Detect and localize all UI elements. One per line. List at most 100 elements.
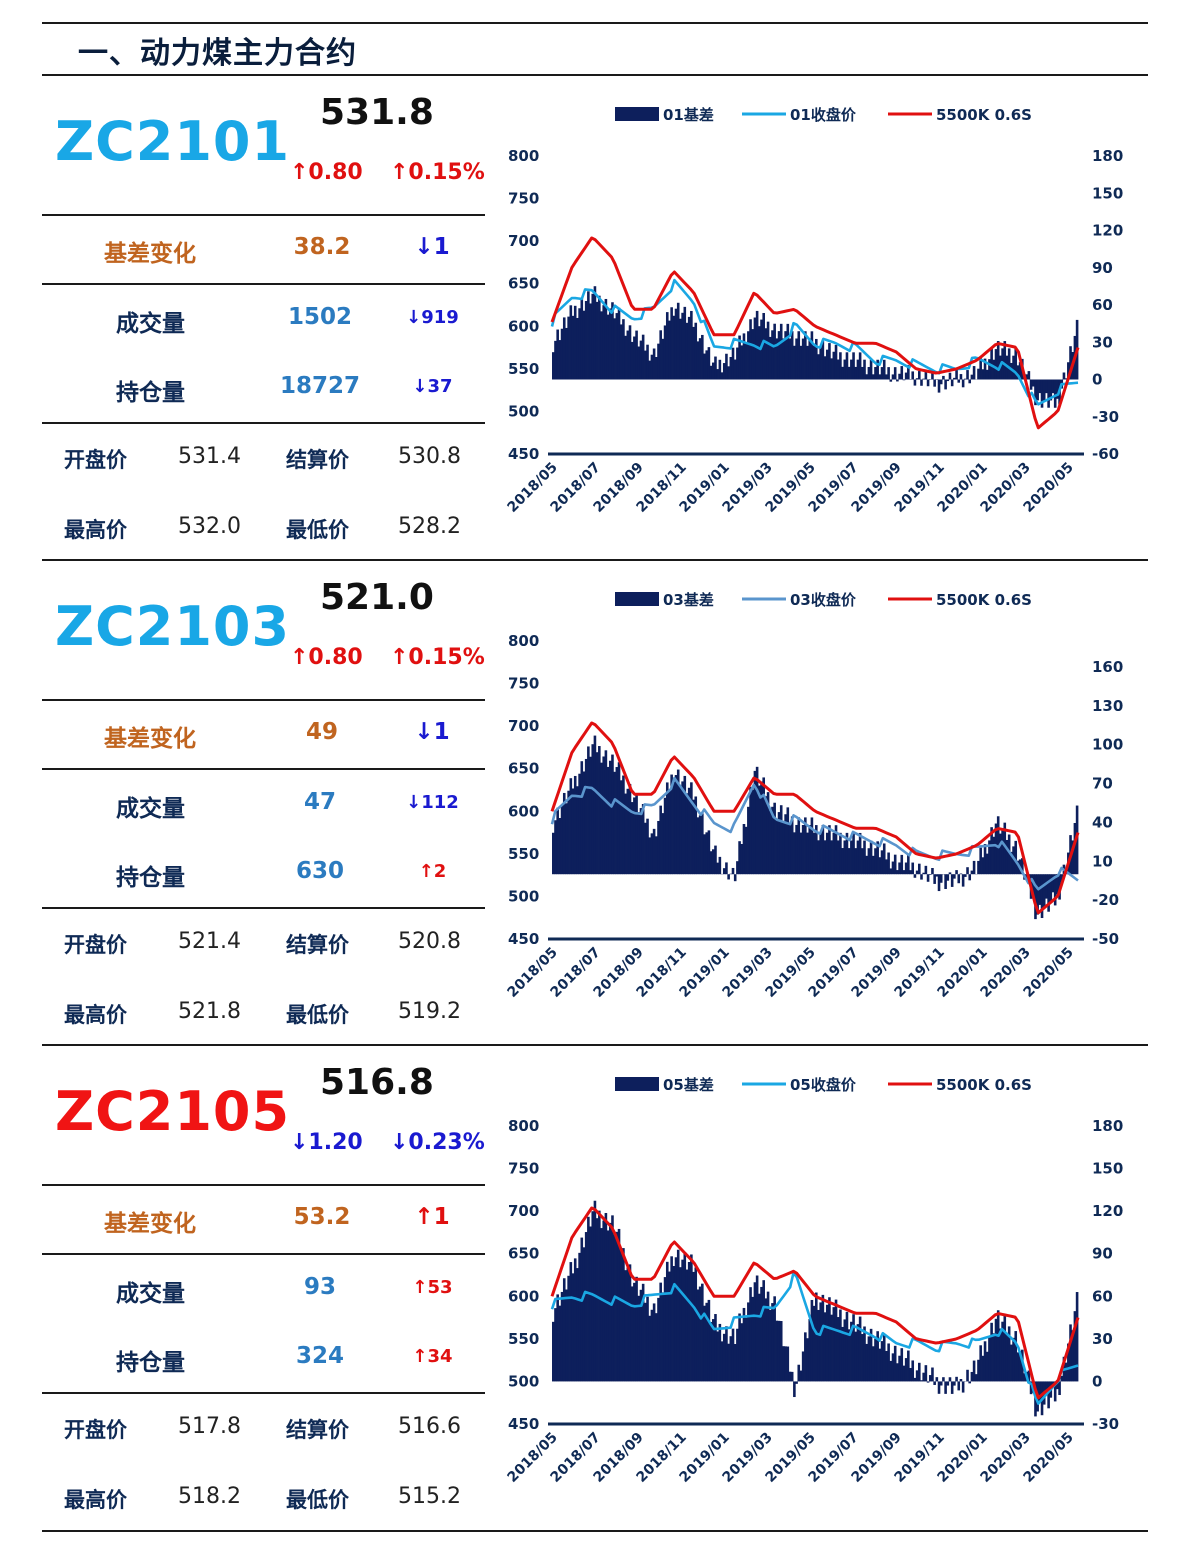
low-label: 最低价 (286, 518, 349, 542)
basis-bar (880, 1341, 884, 1382)
basis-bar (582, 310, 586, 380)
basis-bar (1003, 1314, 1007, 1382)
basis-bar (1051, 874, 1055, 893)
right-axis-tick: 120 (1092, 1202, 1123, 1220)
basis-bar (815, 1292, 818, 1382)
price-change: ↑0.80 (290, 160, 363, 185)
basis-bar (742, 824, 746, 875)
basis-bar (882, 843, 886, 875)
basis-value: 53.2 (293, 1204, 351, 1230)
basis-bar (705, 350, 709, 380)
basis-bar (812, 345, 816, 380)
basis-bar (896, 870, 899, 875)
legend-item: 05基差 (615, 1076, 714, 1094)
basis-bar (716, 1331, 719, 1382)
basis-bar (801, 1351, 805, 1382)
basis-bar (972, 860, 976, 875)
basis-bar (918, 371, 921, 380)
basis-bar (920, 379, 923, 386)
legend-label: 03收盘价 (790, 591, 857, 609)
basis-bar (904, 1358, 908, 1382)
basis-bar (569, 305, 573, 380)
basis-bar (786, 1346, 790, 1382)
basis-bar (999, 1328, 1002, 1382)
basis-bar (845, 1311, 849, 1382)
right-axis-tick: -50 (1092, 930, 1119, 948)
divider (42, 214, 485, 216)
basis-bar (646, 818, 649, 875)
basis-bar (608, 308, 612, 380)
basis-bar (622, 775, 625, 875)
basis-bar (795, 1381, 798, 1384)
basis-bar (733, 1344, 737, 1382)
basis-bar (968, 874, 972, 881)
basis-bar (777, 1320, 781, 1382)
open-label: 开盘价 (64, 1418, 127, 1442)
basis-bar (812, 1305, 816, 1382)
legend-item: 01基差 (615, 106, 714, 124)
basis-bar (608, 1222, 612, 1382)
basis-bar (841, 848, 844, 875)
basis-bar (948, 872, 952, 875)
basis-bar (784, 331, 787, 380)
basis-bar (676, 769, 680, 875)
basis-bar (674, 775, 678, 875)
basis-bar (736, 1328, 739, 1382)
right-axis-tick: -20 (1092, 891, 1119, 909)
price-change-pct: ↑0.15% (390, 645, 485, 670)
basis-bar (1051, 379, 1055, 394)
basis-bar (571, 315, 575, 380)
basis-bar (861, 366, 864, 380)
basis-bar (641, 334, 645, 380)
basis-bar (850, 1321, 853, 1382)
basis-bar (573, 305, 577, 380)
basis-bar (1069, 346, 1072, 380)
basis-bar (966, 370, 969, 380)
basis-bar (790, 331, 794, 380)
basis-bar (946, 874, 950, 881)
basis-bar (891, 374, 895, 380)
basis-bar (863, 1326, 866, 1382)
basis-bar (622, 1248, 625, 1382)
basis-bar (979, 358, 982, 380)
basis-bar (679, 318, 682, 380)
chart-legend: 05基差 05收盘价 5500K 0.6S (615, 1076, 1032, 1094)
basis-bar (821, 341, 825, 380)
basis-bar (736, 861, 739, 875)
basis-bar (766, 792, 770, 875)
basis-bar (766, 1291, 770, 1382)
basis-bar (902, 379, 906, 381)
basis-bar (847, 848, 851, 875)
basis-value: 49 (305, 719, 338, 745)
basis-bar (619, 780, 623, 875)
basis-bar (711, 849, 715, 875)
legend-item: 5500K 0.6S (888, 106, 1032, 124)
basis-bar (970, 870, 974, 875)
basis-bar (854, 366, 858, 380)
legend-label: 5500K 0.6S (936, 591, 1032, 609)
legend-label: 05收盘价 (790, 1076, 857, 1094)
basis-bar (907, 1350, 910, 1382)
basis-bar (825, 1304, 829, 1382)
basis-bar (670, 1256, 673, 1382)
basis-bar (821, 1294, 825, 1382)
basis-bar (558, 818, 562, 875)
basis-bar (635, 1276, 638, 1382)
basis-bar (996, 1310, 1000, 1382)
basis-bar (913, 874, 917, 878)
basis-bar (1010, 1344, 1013, 1382)
basis-bar (911, 1360, 915, 1382)
basis-bar (913, 1377, 917, 1382)
open-label: 开盘价 (64, 933, 127, 957)
basis-bar (725, 1326, 728, 1382)
basis-bar (628, 1264, 632, 1382)
basis-bar (665, 1261, 669, 1382)
basis-bar (659, 1282, 662, 1382)
basis-bar (988, 840, 991, 875)
basis-bar (758, 1293, 761, 1382)
settle-value: 516.6 (398, 1414, 461, 1439)
basis-bar (808, 338, 812, 380)
basis-bar (874, 848, 877, 875)
basis-bar (744, 343, 748, 380)
basis-bar (554, 1308, 557, 1382)
